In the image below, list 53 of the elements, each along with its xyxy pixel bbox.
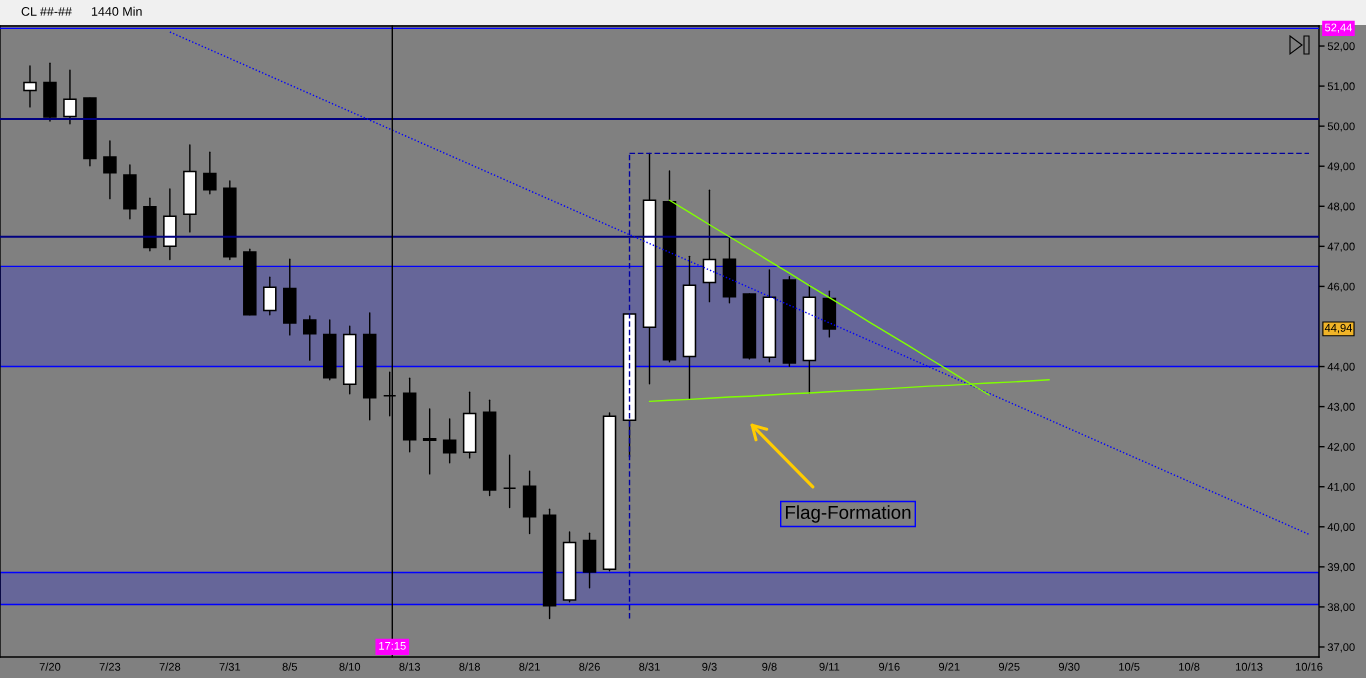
y-tick-label: 40,00 <box>1327 523 1355 533</box>
candlestick <box>702 189 717 303</box>
x-tick-label: 9/3 <box>702 662 717 671</box>
x-tick-label: 10/13 <box>1236 662 1263 671</box>
y-tick-label: 43,00 <box>1327 402 1355 413</box>
candlestick <box>103 140 117 200</box>
y-tick-label: 52,00 <box>1327 42 1355 52</box>
x-tick-label: 8/18 <box>459 662 480 671</box>
candlestick <box>203 151 217 195</box>
x-tick-label: 9/11 <box>819 662 840 671</box>
y-tick-label: 39,00 <box>1327 563 1355 573</box>
y-tick-label: 42,00 <box>1327 442 1355 453</box>
y-tick-label: 38,00 <box>1327 603 1355 613</box>
candlestick <box>422 408 437 475</box>
chart-subtitle: 1440 Min <box>91 6 142 16</box>
y-tick-label: 48,00 <box>1327 202 1355 212</box>
x-tick-label: 9/8 <box>762 662 777 671</box>
x-tick-label: 10/8 <box>1179 662 1200 671</box>
text: 44,94 <box>1324 323 1353 334</box>
y-tick-label: 37,00 <box>1327 643 1355 653</box>
x-tick-label: 7/23 <box>99 662 121 671</box>
y-tick-label: 50,00 <box>1327 122 1355 132</box>
x-tick-label: 7/20 <box>39 662 61 671</box>
candlestick <box>263 276 277 316</box>
x-tick-label: 8/26 <box>579 662 600 671</box>
x-tick-label: 9/21 <box>938 662 960 671</box>
x-tick-label: 10/5 <box>1119 662 1140 671</box>
candlestick <box>23 65 37 108</box>
x-tick-label: 8/10 <box>339 662 361 671</box>
ref-line-label: 52,44 <box>1325 23 1353 33</box>
annotation: 17:15 <box>379 642 406 650</box>
candlestick <box>63 69 77 125</box>
candlestick <box>303 315 317 361</box>
y-tick-label: 47,00 <box>1327 242 1355 252</box>
y-tick-label: 51,00 <box>1327 82 1355 92</box>
x-tick-label: 7/28 <box>159 662 181 671</box>
candlestick <box>442 418 457 464</box>
y-tick-label: 46,00 <box>1327 282 1355 292</box>
x-tick-label: 7/31 <box>219 662 241 671</box>
x-tick-label: 10/16 <box>1295 662 1323 671</box>
candlestick <box>502 454 517 509</box>
x-tick-label: 9/25 <box>998 662 1020 671</box>
y-tick-label: 41,00 <box>1327 483 1355 493</box>
x-tick-label: 9/30 <box>1058 662 1080 671</box>
x-tick-label: 9/16 <box>879 662 900 671</box>
x-tick-label: 8/21 <box>519 662 540 671</box>
chart-title: CL ##-## <box>21 7 72 16</box>
annotation: Flag-Formation <box>785 505 911 523</box>
x-tick-label: 8/31 <box>639 662 660 671</box>
x-tick-label: 8/5 <box>282 662 298 671</box>
y-tick-label: 44,00 <box>1327 362 1355 372</box>
y-tick-label: 49,00 <box>1327 162 1355 172</box>
x-tick-label: 8/13 <box>399 662 421 671</box>
